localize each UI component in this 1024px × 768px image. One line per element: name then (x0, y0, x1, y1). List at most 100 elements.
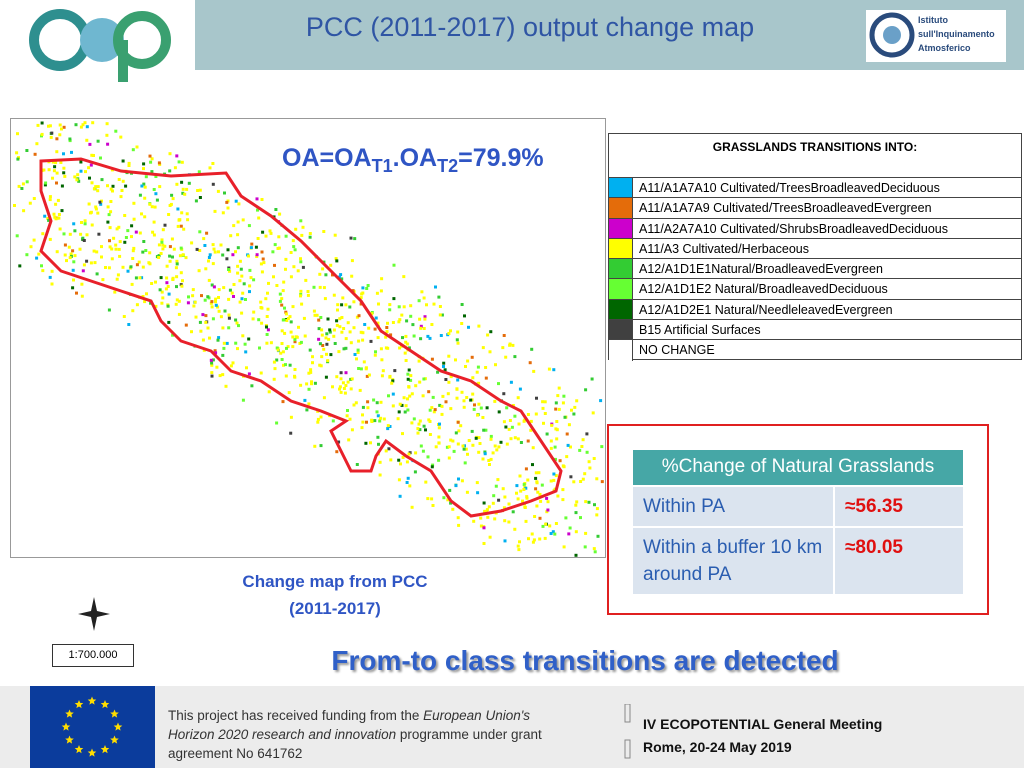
change-pixel (398, 494, 402, 498)
change-pixel (523, 418, 527, 422)
change-pixel (285, 319, 289, 322)
change-pixel (138, 276, 142, 280)
change-pixel (293, 368, 297, 371)
change-pixel (387, 394, 390, 398)
change-pixel (208, 253, 212, 257)
change-pixel (63, 174, 67, 178)
change-pixel (266, 291, 269, 295)
change-pixel (274, 208, 278, 211)
change-pixel (353, 353, 357, 356)
change-pixel (345, 414, 349, 418)
change-pixel (561, 488, 565, 492)
table-cell: ≈80.05 (835, 528, 963, 594)
table-cell: Within a buffer 10 km around PA (633, 528, 833, 594)
map-caption: Change map from PCC (2011-2017) (215, 568, 455, 622)
change-pixel (355, 463, 359, 466)
change-pixel (62, 152, 65, 156)
change-pixel (275, 284, 279, 287)
change-pixel (150, 157, 154, 161)
change-pixel (223, 309, 227, 313)
change-pixel (172, 247, 176, 251)
change-pixel (565, 432, 569, 436)
legend-label: A11/A1A7A9 Cultivated/TreesBroadleavedEv… (639, 201, 932, 216)
change-pixel (259, 300, 263, 304)
change-pixel (281, 350, 285, 354)
change-pixel (260, 306, 264, 310)
change-pixel (369, 441, 372, 445)
change-pixel (227, 268, 230, 271)
change-pixel (459, 424, 463, 428)
change-pixel (511, 404, 515, 407)
eu-star (61, 722, 71, 731)
change-pixel (184, 323, 188, 327)
change-pixel (115, 227, 119, 231)
change-pixel (517, 422, 521, 426)
change-pixel (502, 334, 506, 337)
change-pixel (72, 278, 75, 282)
change-pixel (531, 446, 535, 450)
change-pixel (388, 303, 392, 307)
change-pixel (143, 215, 147, 219)
change-pixel (264, 297, 268, 301)
change-pixel (141, 250, 145, 254)
change-pixel (166, 285, 170, 288)
change-pixel (308, 235, 312, 239)
change-pixel (269, 231, 273, 235)
change-pixel (427, 390, 431, 394)
change-pixel (532, 538, 536, 542)
change-pixel (557, 386, 561, 390)
change-pixel (379, 289, 383, 293)
change-pixel (109, 187, 113, 191)
change-pixel (88, 142, 92, 146)
change-pixel (180, 180, 184, 184)
change-pixel (380, 374, 384, 378)
change-pixel (486, 333, 490, 337)
change-pixel (182, 227, 186, 231)
change-pixel (292, 265, 296, 269)
change-pixel (348, 417, 352, 421)
oa-text: .OA (392, 144, 438, 172)
change-pixel (184, 256, 188, 260)
legend-swatch (609, 178, 633, 198)
change-pixel (51, 176, 54, 180)
change-pixel (469, 398, 473, 402)
change-pixel (80, 221, 83, 224)
change-pixel (272, 275, 275, 279)
change-pixel (213, 250, 217, 254)
change-pixel (475, 370, 479, 374)
change-pixel (105, 122, 109, 126)
change-pixel (531, 463, 534, 467)
change-pixel (168, 245, 172, 249)
change-pixel (62, 166, 66, 170)
footer-band (0, 686, 1024, 768)
change-pixel (71, 268, 75, 272)
change-pixel (513, 355, 517, 359)
change-pixel (50, 131, 54, 135)
change-pixel (359, 330, 363, 334)
change-pixel (68, 256, 72, 260)
change-pixel (319, 316, 323, 319)
change-pixel (293, 248, 297, 252)
change-pixel (335, 259, 339, 263)
change-pixel (208, 336, 211, 340)
change-pixel (497, 410, 501, 414)
change-pixel (93, 261, 97, 265)
change-pixel (160, 301, 164, 305)
change-pixel (193, 300, 197, 304)
change-pixel (574, 530, 578, 534)
change-pixel (239, 267, 243, 271)
change-pixel (304, 278, 308, 282)
change-pixel (346, 321, 350, 325)
change-pixel (593, 503, 596, 507)
change-pixel (143, 300, 147, 304)
change-pixel (543, 536, 547, 540)
change-pixel (82, 263, 86, 267)
change-pixel (137, 260, 141, 264)
change-pixel (349, 387, 353, 391)
change-pixel (419, 324, 423, 328)
change-pixel (344, 337, 348, 341)
change-pixel (237, 202, 241, 206)
change-pixel (503, 539, 507, 543)
change-pixel (234, 341, 238, 345)
funding-text: This project has received funding from t… (168, 706, 568, 763)
